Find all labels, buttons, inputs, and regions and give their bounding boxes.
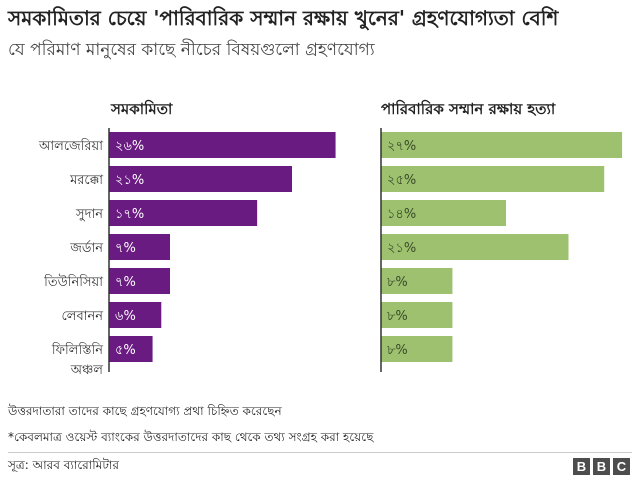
bar-series2-5	[381, 268, 453, 294]
category-label-2: মরক্কো	[69, 173, 103, 188]
note-respondents: উত্তরদাতারা তাদের কাছে গ্রহণযোগ্য প্রথা …	[8, 404, 282, 418]
bar-series2-2	[381, 166, 605, 192]
bar-series2-7	[381, 336, 453, 362]
value-label-series2-4: ২১%	[387, 241, 416, 256]
value-label-series1-2: ২১%	[115, 173, 144, 188]
bar-series1-6	[109, 302, 162, 328]
value-label-series1-6: ৬%	[115, 309, 136, 324]
value-label-series2-7: ৮%	[387, 343, 408, 358]
value-label-series1-7: ৫%	[115, 343, 136, 358]
value-label-series2-1: ২৭%	[387, 139, 416, 154]
category-label-1: আলজেরিয়া	[38, 138, 103, 154]
bbc-logo: B B C	[573, 458, 630, 475]
bar-series1-3	[109, 200, 258, 226]
value-label-series2-5: ৮%	[387, 275, 408, 290]
value-label-series2-2: ২৫%	[387, 173, 416, 188]
category-label-3: সুদান	[75, 207, 103, 222]
source-text: সূত্র: আরব ব্যারোমিটার	[8, 458, 119, 472]
bbc-logo-block-3: C	[613, 458, 630, 475]
footer-divider	[8, 452, 632, 453]
value-label-series1-1: ২৬%	[115, 139, 144, 154]
value-label-series2-3: ১৪%	[387, 207, 416, 222]
value-label-series1-3: ১৭%	[115, 207, 144, 222]
bar-series2-3	[381, 200, 506, 226]
bar-series1-4	[109, 234, 170, 260]
chart-title: সমকামিতার চেয়ে 'পারিবারিক সম্মান রক্ষায…	[8, 6, 559, 30]
bbc-logo-block-2: B	[593, 458, 610, 475]
bar-series2-1	[381, 132, 623, 158]
bar-series1-7	[109, 336, 153, 362]
category-label-5: তিউনিসিয়া	[43, 274, 103, 290]
panel-header-2: পারিবারিক সম্মান রক্ষায় হত্যা	[381, 99, 556, 118]
bar-series2-6	[381, 302, 453, 328]
chart-subtitle: যে পরিমাণ মানুষের কাছে নীচের বিষয়গুলো গ…	[8, 40, 375, 60]
bar-series1-2	[109, 166, 292, 192]
bar-series1-5	[109, 268, 170, 294]
value-label-series2-6: ৮%	[387, 309, 408, 324]
bar-series2-4	[381, 234, 569, 260]
note-west-bank: *কেবলমাত্র ওয়েস্ট ব্যাংকের উত্তরদাতাদের…	[8, 430, 374, 444]
panel-header-1: সমকামিতা	[110, 99, 173, 118]
bbc-logo-block-1: B	[573, 458, 590, 475]
value-label-series1-4: ৭%	[115, 241, 136, 256]
bar-series1-1	[109, 132, 336, 158]
category-label-6: লেবানন	[62, 309, 104, 324]
chart-area: আলজেরিয়া মরক্কো সুদান জর্ডান তিউনিসিয়া লেবা…	[38, 99, 623, 378]
value-label-series1-5: ৭%	[115, 275, 136, 290]
category-label-7-line-2: অঞ্চল	[70, 363, 104, 378]
category-label-7-line-1: ফিলিস্তিনি	[51, 342, 103, 358]
category-label-4: জর্ডান	[69, 240, 103, 256]
